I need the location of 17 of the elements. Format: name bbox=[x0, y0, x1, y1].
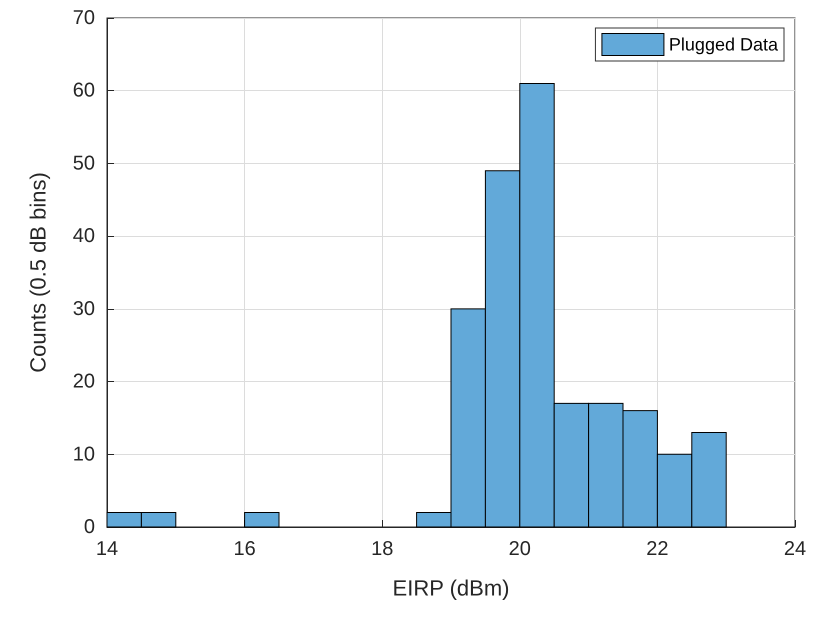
y-axis-title: Counts (0.5 dB bins) bbox=[26, 172, 50, 373]
x-tick-label: 20 bbox=[508, 538, 531, 560]
y-tick-label: 20 bbox=[72, 370, 95, 393]
x-tick-label: 24 bbox=[784, 538, 806, 560]
y-tick-label: 0 bbox=[84, 516, 95, 538]
y-tick-label: 10 bbox=[72, 443, 95, 466]
y-tick-label: 60 bbox=[72, 80, 95, 102]
x-tick-label: 16 bbox=[233, 538, 256, 560]
y-tick-label: 40 bbox=[72, 225, 95, 248]
legend-label: Plugged Data bbox=[668, 34, 779, 54]
y-tick-label: 70 bbox=[72, 7, 95, 29]
y-tick-label: 30 bbox=[72, 298, 95, 320]
x-axis-title: EIRP (dBm) bbox=[392, 576, 510, 600]
x-tick-label: 18 bbox=[371, 538, 394, 560]
x-tick-label: 14 bbox=[96, 538, 118, 560]
x-tick-label: 22 bbox=[646, 538, 669, 560]
y-tick-label: 50 bbox=[72, 152, 95, 174]
